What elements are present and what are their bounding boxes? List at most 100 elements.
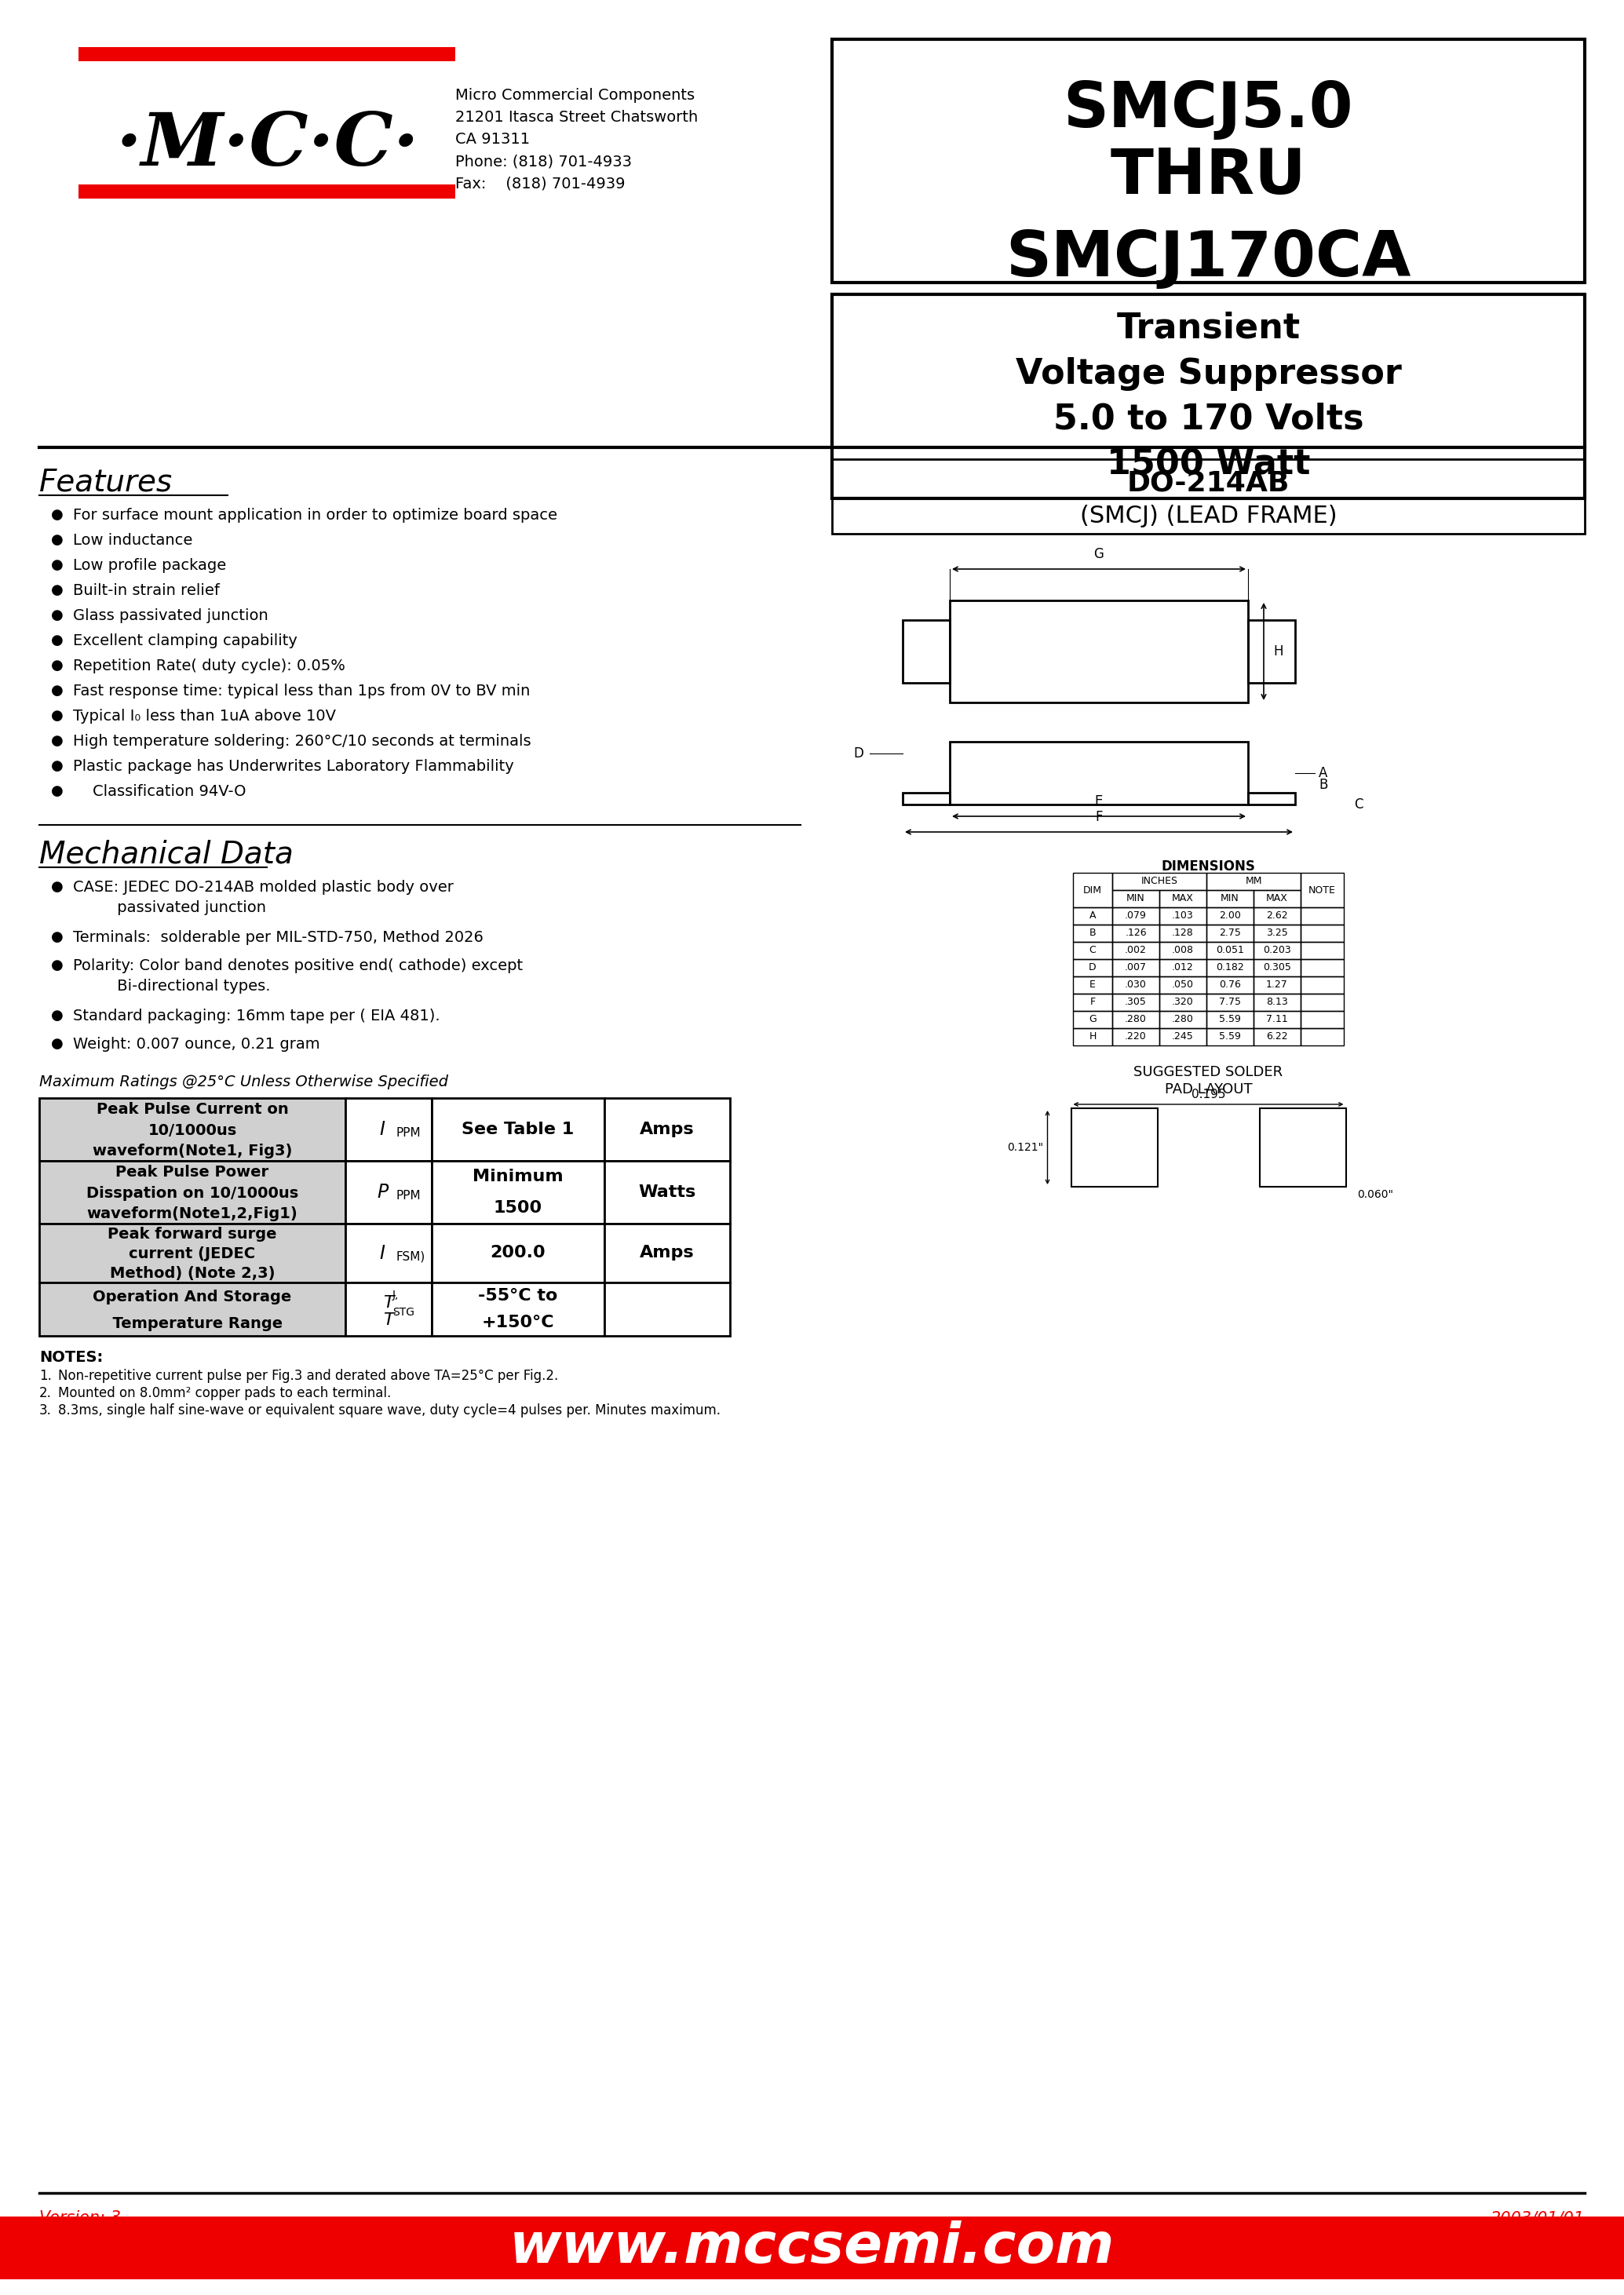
Text: Peak Pulse Power: Peak Pulse Power: [115, 1166, 270, 1180]
Text: Fax:    (818) 701-4939: Fax: (818) 701-4939: [455, 177, 625, 190]
Text: waveform(Note1,2,Fig1): waveform(Note1,2,Fig1): [86, 1207, 297, 1221]
Bar: [1254, 907, 1301, 925]
Text: 2003/01/01: 2003/01/01: [1491, 2210, 1585, 2226]
Bar: [1112, 872, 1207, 890]
Bar: [950, 601, 1247, 702]
Bar: [346, 1283, 432, 1336]
Bar: [604, 1223, 729, 1283]
Text: .030: .030: [1125, 980, 1147, 989]
Text: ●: ●: [50, 709, 63, 723]
Bar: [1254, 959, 1301, 975]
Polygon shape: [903, 792, 950, 806]
Bar: [346, 1097, 432, 1161]
Bar: [1254, 925, 1301, 941]
Bar: [1112, 907, 1160, 925]
Text: 2.75: 2.75: [1220, 927, 1241, 939]
Text: 1.27: 1.27: [1267, 980, 1288, 989]
Text: (SMCJ) (LEAD FRAME): (SMCJ) (LEAD FRAME): [1080, 505, 1337, 528]
Text: ●: ●: [50, 659, 63, 672]
Text: PPM: PPM: [396, 1127, 421, 1138]
Text: .280: .280: [1173, 1014, 1194, 1024]
Text: .320: .320: [1173, 998, 1194, 1008]
Text: Low profile package: Low profile package: [73, 558, 226, 574]
Bar: [1073, 907, 1112, 925]
Text: passivated junction: passivated junction: [73, 900, 266, 916]
Bar: [1160, 959, 1207, 975]
Bar: [346, 1161, 432, 1223]
Text: Features: Features: [39, 466, 172, 496]
Bar: [1160, 890, 1207, 907]
Text: -55°C to: -55°C to: [477, 1287, 557, 1304]
Text: 2.62: 2.62: [1267, 911, 1288, 920]
Text: Version: 3: Version: 3: [39, 2210, 120, 2226]
Bar: [1301, 907, 1343, 925]
Bar: [78, 184, 455, 200]
Text: .050: .050: [1173, 980, 1194, 989]
Bar: [1073, 975, 1112, 994]
Bar: [604, 1097, 729, 1161]
Text: Weight: 0.007 ounce, 0.21 gram: Weight: 0.007 ounce, 0.21 gram: [73, 1037, 320, 1051]
Text: Mechanical Data: Mechanical Data: [39, 840, 294, 870]
Bar: [1160, 941, 1207, 959]
Text: PPM: PPM: [396, 1191, 421, 1203]
Bar: [1301, 872, 1343, 907]
Text: Phone: (818) 701-4933: Phone: (818) 701-4933: [455, 154, 632, 170]
Text: Fast response time: typical less than 1ps from 0V to BV min: Fast response time: typical less than 1p…: [73, 684, 529, 698]
Text: 0.182: 0.182: [1216, 962, 1244, 973]
Text: DIMENSIONS: DIMENSIONS: [1161, 858, 1255, 874]
Bar: [1073, 941, 1112, 959]
Bar: [1073, 994, 1112, 1010]
Bar: [1207, 994, 1254, 1010]
Text: ·M·C·C·: ·M·C·C·: [115, 110, 419, 181]
Bar: [1112, 994, 1160, 1010]
Bar: [903, 620, 950, 684]
Text: Plastic package has Underwrites Laboratory Flammability: Plastic package has Underwrites Laborato…: [73, 760, 513, 773]
Text: Standard packaging: 16mm tape per ( EIA 481).: Standard packaging: 16mm tape per ( EIA …: [73, 1008, 440, 1024]
Text: SUGGESTED SOLDER: SUGGESTED SOLDER: [1134, 1065, 1283, 1079]
Text: For surface mount application in order to optimize board space: For surface mount application in order t…: [73, 507, 557, 523]
Bar: [1207, 941, 1254, 959]
Text: I: I: [380, 1120, 385, 1138]
Bar: [831, 459, 1585, 535]
Text: Terminals:  solderable per MIL-STD-750, Method 2026: Terminals: solderable per MIL-STD-750, M…: [73, 929, 484, 946]
Text: .012: .012: [1173, 962, 1194, 973]
Bar: [1254, 994, 1301, 1010]
Text: H: H: [1273, 645, 1283, 659]
Text: DIM: DIM: [1083, 886, 1103, 895]
Text: MAX: MAX: [1173, 893, 1194, 904]
Bar: [1112, 1028, 1160, 1047]
Text: NOTE: NOTE: [1309, 886, 1337, 895]
Text: Disspation on 10/1000us: Disspation on 10/1000us: [86, 1187, 299, 1200]
Bar: [1112, 890, 1160, 907]
Bar: [1112, 975, 1160, 994]
Bar: [604, 1161, 729, 1223]
Text: PAD LAYOUT: PAD LAYOUT: [1164, 1083, 1252, 1097]
Bar: [0, 2217, 1624, 2279]
Text: ●: ●: [50, 879, 63, 895]
Text: A: A: [1090, 911, 1096, 920]
Text: www.mccsemi.com: www.mccsemi.com: [510, 2222, 1114, 2274]
Text: MIN: MIN: [1127, 893, 1145, 904]
Text: D: D: [1088, 962, 1096, 973]
Bar: [831, 294, 1585, 498]
Text: 6.22: 6.22: [1267, 1033, 1288, 1042]
Text: ●: ●: [50, 608, 63, 622]
Text: F: F: [1095, 810, 1103, 824]
Bar: [1207, 975, 1254, 994]
Bar: [1073, 872, 1112, 907]
Text: NOTES:: NOTES:: [39, 1349, 102, 1366]
Text: STG: STG: [393, 1306, 414, 1317]
Bar: [39, 1161, 346, 1223]
Text: 1500 Watt: 1500 Watt: [1106, 448, 1311, 482]
Text: 0.203: 0.203: [1263, 946, 1291, 955]
Text: Micro Commercial Components: Micro Commercial Components: [455, 87, 695, 103]
Bar: [346, 1223, 432, 1283]
Bar: [1160, 1028, 1207, 1047]
Text: ●: ●: [50, 558, 63, 571]
Text: Peak forward surge: Peak forward surge: [107, 1228, 276, 1242]
Text: .079: .079: [1125, 911, 1147, 920]
Bar: [1207, 959, 1254, 975]
Bar: [1301, 1028, 1343, 1047]
Text: 2.: 2.: [39, 1386, 52, 1400]
Bar: [1112, 925, 1160, 941]
